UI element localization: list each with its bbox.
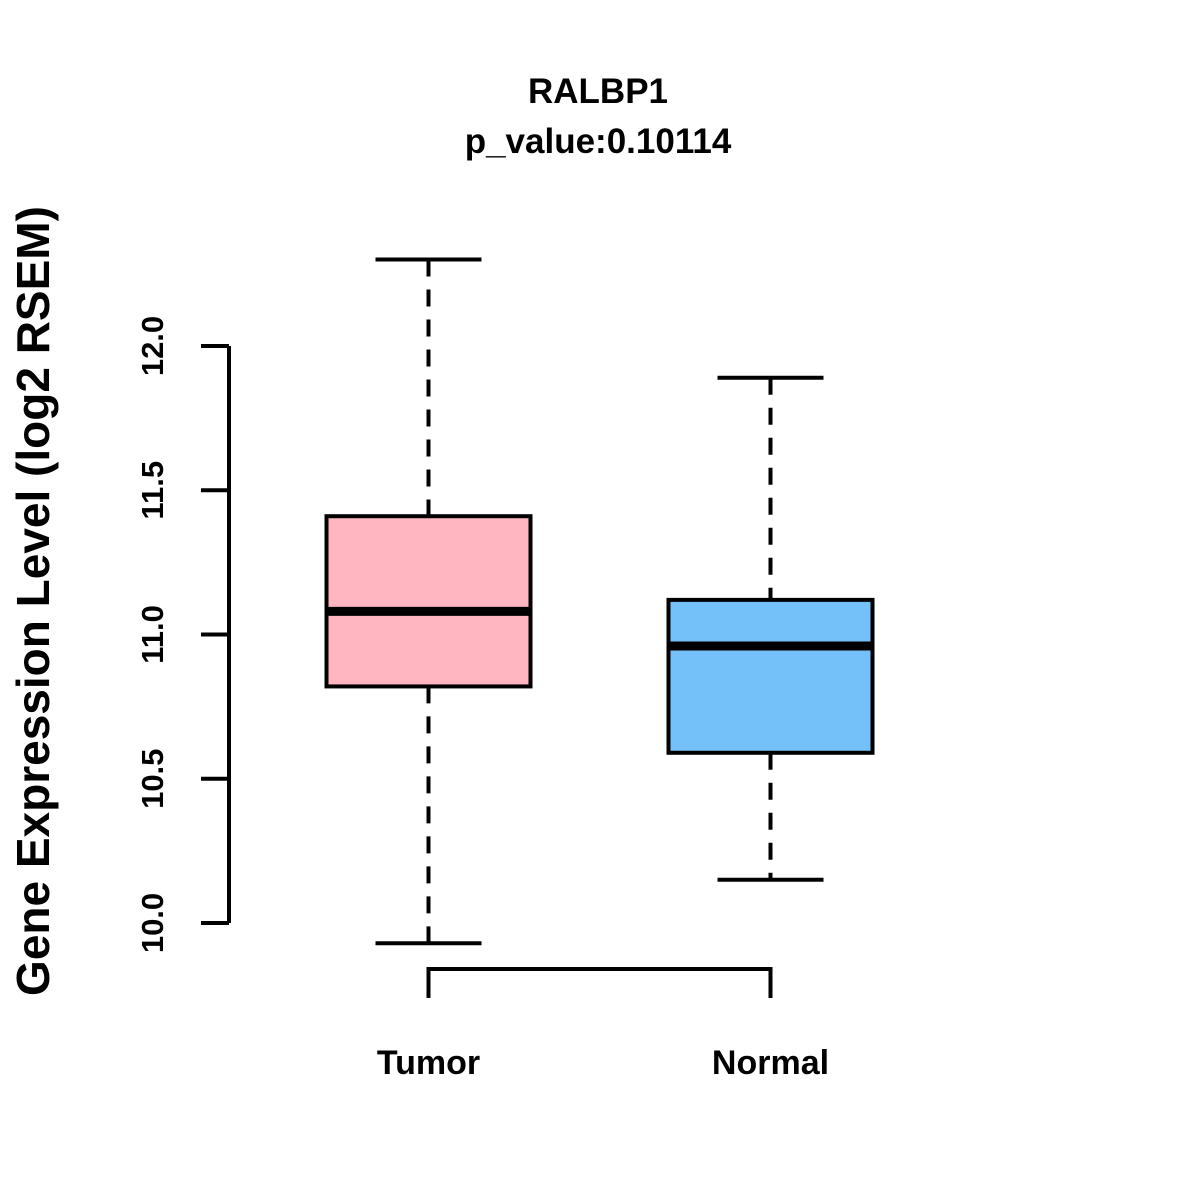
chart-subtitle-pvalue: p_value:0.10114 [464, 122, 732, 161]
chart-title-block: RALBP1 p_value:0.10114 [0, 67, 1196, 167]
x-label-normal: Normal [712, 1044, 829, 1082]
x-axis-bracket [426, 967, 773, 998]
y-axis-tick-label: 11.5 [135, 461, 170, 520]
chart-title: RALBP1 [527, 72, 669, 111]
y-axis-tick-label: 10.5 [135, 749, 170, 809]
iqr-box-normal [666, 597, 875, 755]
y-axis-tick-label: 11.0 [135, 605, 170, 664]
y-axis-tick-label: 12.0 [135, 316, 170, 376]
y-axis-tick-label: 10.0 [135, 893, 170, 953]
iqr-box-tumor [324, 514, 533, 689]
x-label-tumor: Tumor [377, 1044, 480, 1082]
